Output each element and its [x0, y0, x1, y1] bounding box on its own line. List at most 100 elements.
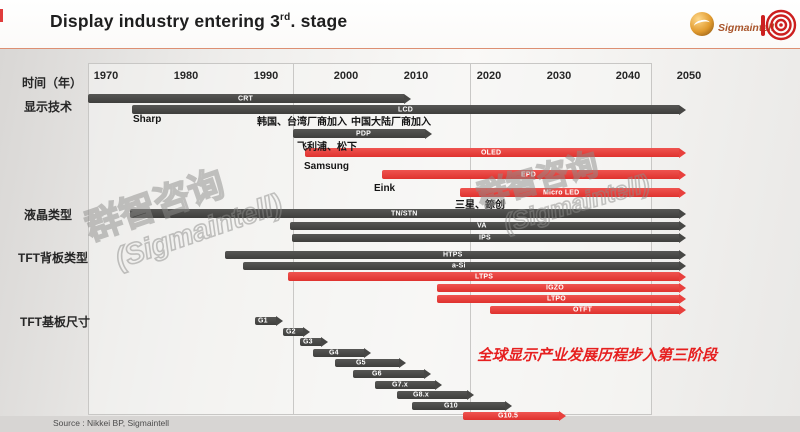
sigmaintell-logo: Sigmaintell — [688, 7, 797, 45]
timeline-bar-g4: G4 — [313, 348, 371, 358]
title-divider — [0, 48, 800, 49]
timeline-bar-ips: IPS — [292, 233, 686, 243]
timeline-bar-g7-x: G7.x — [375, 380, 442, 390]
timeline-bar-micro-led: Micro LED — [460, 187, 686, 198]
source-note: Source : Nikkei BP, Sigmaintell — [53, 418, 170, 428]
logo-rings-icon — [761, 9, 797, 41]
title-text: Display industry entering 3 — [50, 11, 281, 31]
bar-arrow-tip — [679, 250, 686, 260]
bar-label: G10.5 — [498, 412, 519, 420]
bar-body — [382, 170, 679, 179]
bar-body — [88, 94, 404, 103]
bar-body — [397, 391, 467, 399]
bar-arrow-tip — [679, 283, 686, 293]
bar-body — [463, 412, 559, 420]
bar-arrow-tip — [399, 358, 406, 368]
timeline-bar-g1: G1 — [255, 316, 283, 326]
timeline-bar-igzo: IGZO — [437, 283, 686, 293]
bar-label: a-Si — [452, 262, 466, 270]
bar-label: TN/STN — [391, 210, 418, 217]
logo-globe-icon — [690, 12, 714, 36]
left-accent-mark — [0, 9, 3, 22]
logo-wordmark: Sigmaintell — [718, 22, 775, 34]
bar-body — [412, 402, 505, 410]
timeline-bar-g6: G6 — [353, 369, 431, 379]
row-group-label: 液晶类型 — [24, 208, 73, 222]
bar-arrow-tip — [303, 327, 310, 337]
bar-body — [225, 251, 679, 259]
bar-label: G8.x — [413, 391, 429, 399]
bar-arrow-tip — [679, 261, 686, 271]
bar-body — [300, 338, 321, 346]
bar-label: LTPO — [547, 295, 566, 303]
bar-body — [255, 317, 276, 325]
time-axis-label: 时间（年） — [22, 76, 83, 90]
bar-body — [313, 349, 364, 357]
bar-label: IGZO — [546, 284, 564, 292]
bar-label: LTPS — [475, 273, 494, 280]
timeline-bar-g2: G2 — [283, 327, 310, 337]
timeline-bar-ltpo: LTPO — [437, 294, 686, 304]
year-tick: 2000 — [333, 70, 359, 82]
bar-label: PDP — [356, 130, 371, 137]
bar-body — [305, 148, 679, 157]
timeline-bar-otft: OTFT — [490, 305, 686, 315]
bar-label: G10 — [444, 402, 458, 410]
bar-body — [130, 209, 679, 218]
page-title: Display industry entering 3rd. stage — [50, 11, 347, 32]
bar-arrow-tip — [679, 147, 686, 158]
annotation-label: Eink — [374, 183, 396, 194]
bar-body — [288, 272, 679, 281]
bar-label: IPS — [479, 234, 491, 242]
bar-arrow-tip — [679, 104, 686, 115]
header-band — [0, 0, 800, 49]
bar-arrow-tip — [679, 271, 686, 282]
timeline-bar-tn-stn: TN/STN — [130, 208, 686, 219]
timeline-bar-va: VA — [290, 221, 686, 231]
footer-band — [0, 416, 800, 432]
bar-arrow-tip — [679, 208, 686, 219]
timeline-bar-g5: G5 — [335, 358, 406, 368]
bar-arrow-tip — [679, 294, 686, 304]
annotation-label: 三星、錼创 — [455, 200, 505, 211]
bar-label: CRT — [238, 95, 253, 102]
bar-arrow-tip — [404, 93, 411, 104]
bar-body — [283, 328, 303, 336]
annotation-label: Sharp — [133, 114, 162, 125]
bar-label: G1 — [258, 317, 268, 325]
bar-body — [460, 188, 679, 197]
annotation-label: Samsung — [304, 161, 350, 172]
timeline-bar-lcd: LCD — [132, 104, 686, 115]
timeline-bar-a-si: a-Si — [243, 261, 686, 271]
bar-label: OTFT — [573, 306, 593, 314]
bar-label: EPD — [521, 171, 536, 178]
bar-label: G2 — [286, 328, 296, 336]
bar-body — [437, 295, 679, 303]
bar-body — [290, 222, 679, 230]
annotation-label: 韩国、台湾厂商加入 — [257, 117, 347, 128]
timeline-bar-g10-5: G10.5 — [463, 411, 566, 421]
bar-label: VA — [477, 222, 487, 230]
bar-arrow-tip — [424, 369, 431, 379]
timeline-bar-g8-x: G8.x — [397, 390, 474, 400]
bar-arrow-tip — [679, 187, 686, 198]
bar-arrow-tip — [321, 337, 328, 347]
year-tick: 2020 — [476, 70, 502, 82]
timeline-bar-epd: EPD — [382, 169, 686, 180]
bar-body — [490, 306, 679, 314]
bar-body — [437, 284, 679, 292]
year-tick: 2050 — [676, 70, 702, 82]
bar-arrow-tip — [559, 411, 566, 421]
title-suffix: . stage — [290, 11, 348, 31]
bar-body — [243, 262, 679, 270]
row-group-label: 显示技术 — [24, 100, 73, 114]
bar-label: G7.x — [392, 381, 408, 389]
bar-body — [292, 234, 679, 242]
bar-label: Micro LED — [543, 189, 580, 196]
annotation-label: 飞利浦、松下 — [297, 142, 357, 153]
bar-label: G5 — [356, 359, 366, 367]
timeline-bar-pdp: PDP — [293, 128, 432, 139]
timeline-bar-oled: OLED — [305, 147, 686, 158]
year-tick: 2030 — [546, 70, 572, 82]
